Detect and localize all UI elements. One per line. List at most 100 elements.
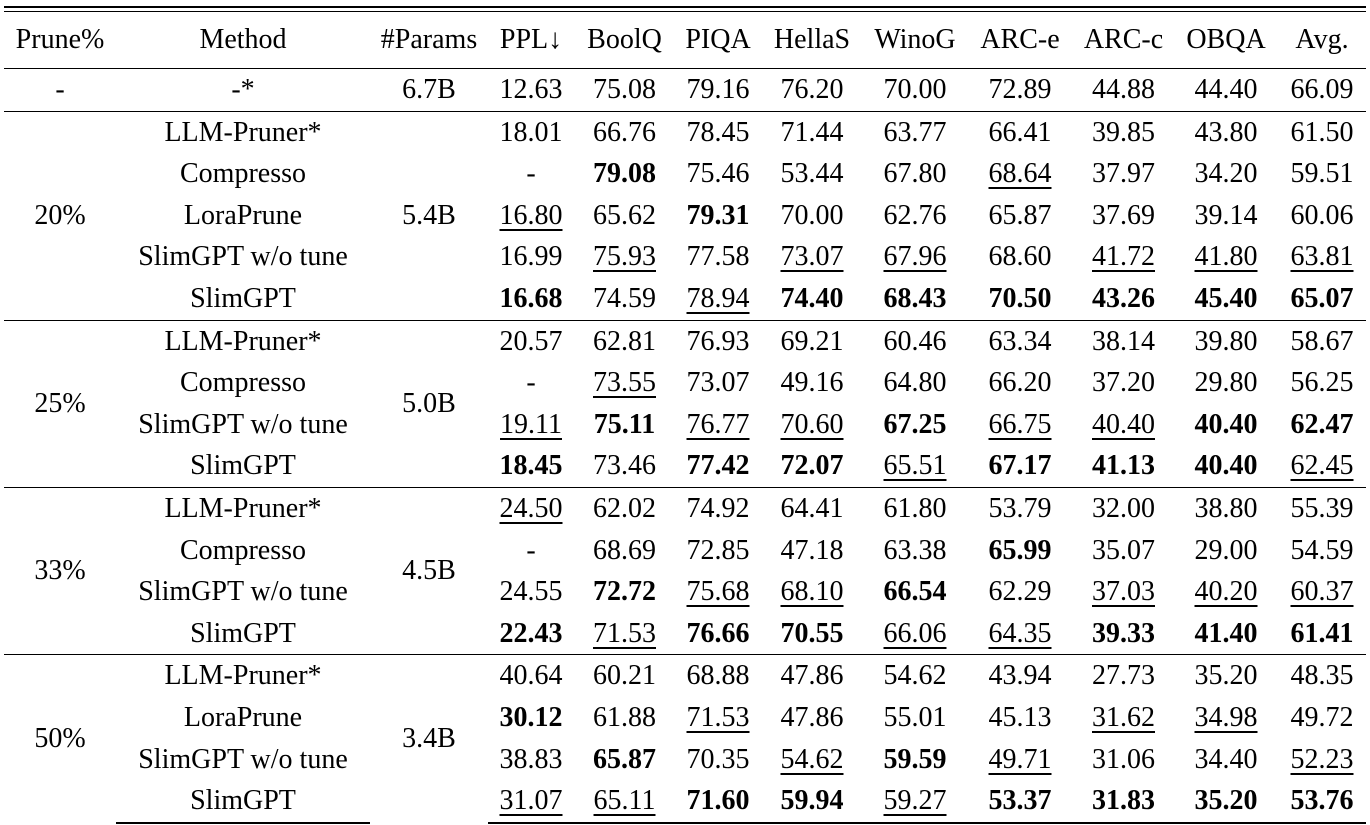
value-cell: 44.88 <box>1073 68 1174 112</box>
value-cell: 40.64 <box>488 654 574 697</box>
value-cell: 74.92 <box>675 486 761 530</box>
value-cell: 41.72 <box>1092 241 1155 273</box>
params-cell: 5.0B <box>370 319 488 488</box>
value-cell: 41.13 <box>1092 450 1155 482</box>
col-header-avg: Avg. <box>1295 24 1349 55</box>
value-cell: 37.20 <box>1092 367 1155 399</box>
table-row: SlimGPT w/o tune 24.55 72.72 75.68 68.10 66.5… <box>4 571 1366 613</box>
value-cell: 40.40 <box>1092 408 1155 440</box>
value-cell: 30.12 <box>499 701 563 733</box>
value-cell: 66.20 <box>988 367 1052 399</box>
value-cell: 70.55 <box>780 617 844 649</box>
table-body: - -* 6.7B 12.63 75.08 79.16 76.20 70.00 72.89 44.… <box>4 68 1366 824</box>
value-cell: 45.13 <box>988 701 1052 733</box>
table-row: Compresso - 68.69 72.85 47.18 63.38 65.99 35.07… <box>4 530 1366 572</box>
value-cell: 64.35 <box>988 617 1052 649</box>
col-header-arc-c: ARC-c <box>1083 24 1164 55</box>
value-cell: 65.51 <box>883 450 947 482</box>
value-cell: 34.98 <box>1194 701 1258 733</box>
value-cell: 29.00 <box>1194 534 1258 566</box>
value-cell: 76.20 <box>761 68 863 112</box>
value-cell: 35.20 <box>1174 780 1278 824</box>
method-cell: LoraPrune <box>183 701 303 733</box>
value-cell: 39.85 <box>1073 110 1174 154</box>
col-header-ppl: PPL↓ <box>499 24 563 55</box>
value-cell: 53.76 <box>1278 780 1366 824</box>
value-cell: 65.11 <box>574 780 675 824</box>
params-cell: 4.5B <box>370 486 488 655</box>
value-cell: 35.07 <box>1092 534 1155 566</box>
value-cell: 60.21 <box>574 654 675 697</box>
value-cell: 78.94 <box>686 282 750 314</box>
table-row: SlimGPT 22.43 71.53 76.66 70.55 66.06 64.35 39.… <box>4 613 1366 655</box>
value-cell: 20.57 <box>488 319 574 363</box>
value-cell: 66.06 <box>883 617 947 649</box>
value-cell: 66.76 <box>574 110 675 154</box>
value-cell: 71.60 <box>675 780 761 824</box>
value-cell: 72.07 <box>780 450 844 482</box>
value-cell: 38.80 <box>1174 486 1278 530</box>
table-row: 20% LLM-Pruner* 5.4B 18.01 66.76 78.45 71.44 63… <box>4 110 1366 321</box>
value-cell: 31.83 <box>1073 780 1174 824</box>
value-cell: 29.80 <box>1194 367 1258 399</box>
col-header-piqa: PIQA <box>685 24 751 55</box>
value-cell: 52.23 <box>1290 743 1354 775</box>
value-cell: 66.41 <box>967 110 1073 154</box>
value-cell: 39.14 <box>1194 199 1258 231</box>
value-cell: 41.40 <box>1194 617 1258 649</box>
value-cell: 66.75 <box>988 408 1052 440</box>
value-cell: 73.07 <box>686 367 750 399</box>
col-header-method: Method <box>199 24 287 55</box>
value-cell: 34.20 <box>1194 158 1258 190</box>
value-cell: 31.07 <box>488 780 574 824</box>
value-cell: 76.93 <box>675 319 761 363</box>
col-header-winog: WinoG <box>874 24 956 55</box>
value-cell: 55.01 <box>883 701 947 733</box>
value-cell: 47.86 <box>761 654 863 697</box>
value-cell: 18.45 <box>499 450 563 482</box>
value-cell: 79.31 <box>686 199 750 231</box>
method-cell: LLM-Pruner* <box>116 486 370 530</box>
value-cell: 35.20 <box>1174 654 1278 697</box>
value-cell: 68.60 <box>988 241 1052 273</box>
value-cell: 70.35 <box>686 743 750 775</box>
method-cell: SlimGPT w/o tune <box>138 241 348 273</box>
col-header-arc-e: ARC-e <box>980 24 1060 55</box>
col-header-obqa: OBQA <box>1186 24 1266 55</box>
prune-cell: 50% <box>4 654 116 823</box>
value-cell: 70.60 <box>780 408 844 440</box>
value-cell: 32.00 <box>1073 486 1174 530</box>
value-cell: 60.37 <box>1290 576 1354 608</box>
value-cell: 67.17 <box>988 450 1052 482</box>
value-cell: 37.69 <box>1092 199 1155 231</box>
method-cell: SlimGPT <box>190 450 296 482</box>
value-cell: 69.21 <box>761 319 863 363</box>
method-cell: LLM-Pruner* <box>116 110 370 154</box>
value-cell: 66.09 <box>1278 68 1366 112</box>
value-cell: 31.62 <box>1092 701 1155 733</box>
value-cell: 38.14 <box>1073 319 1174 363</box>
value-cell: 62.29 <box>988 576 1052 608</box>
value-cell: 40.40 <box>1194 408 1258 440</box>
prune-cell: 33% <box>4 486 116 655</box>
value-cell: 68.64 <box>988 158 1052 190</box>
col-header-params: #Params <box>380 24 478 55</box>
value-cell: 37.03 <box>1092 576 1155 608</box>
value-cell: 63.34 <box>967 319 1073 363</box>
value-cell: 53.37 <box>967 780 1073 824</box>
value-cell: 59.27 <box>863 780 967 824</box>
value-cell: 31.06 <box>1092 743 1155 775</box>
table-row: LoraPrune 30.12 61.88 71.53 47.86 55.01 45.13 3… <box>4 697 1366 739</box>
top-rule <box>4 6 1366 8</box>
value-cell: 61.88 <box>593 701 656 733</box>
value-cell: 65.07 <box>1290 282 1354 314</box>
table-row: Compresso - 73.55 73.07 49.16 64.80 66.20 37.20… <box>4 362 1366 404</box>
method-cell: SlimGPT <box>190 617 296 649</box>
method-cell: LLM-Pruner* <box>116 654 370 697</box>
value-cell: 55.39 <box>1278 486 1366 530</box>
value-cell: 77.42 <box>686 450 750 482</box>
method-cell: -* <box>116 68 370 112</box>
value-cell: 47.18 <box>780 534 844 566</box>
header-row: Prune% Method #Params PPL↓ BoolQ PIQA He… <box>4 12 1366 69</box>
value-cell: 53.44 <box>780 158 844 190</box>
